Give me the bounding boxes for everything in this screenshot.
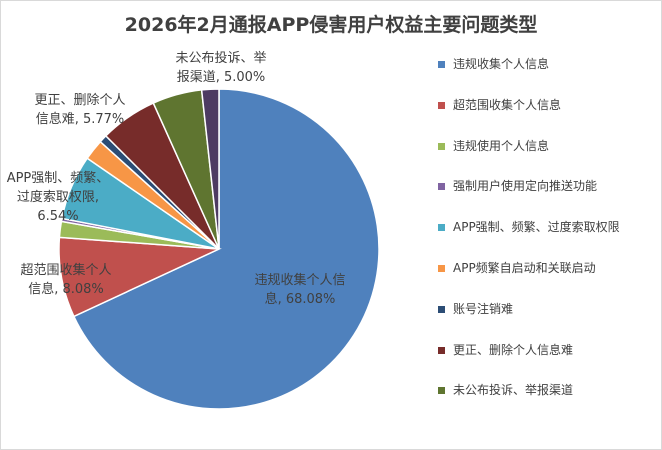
legend-swatch [438,305,445,313]
legend-swatch [438,101,445,109]
pie-slice [72,88,380,410]
legend-item: 违规收集个人信息 [438,56,653,73]
legend-item: 未公布投诉、举报渠道 [438,382,653,399]
legend-item: APP强制、频繁、过度索取权限 [438,219,653,236]
legend-swatch [438,346,445,354]
legend-item: 强制用户使用定向推送功能 [438,178,653,195]
data-label: APP强制、频繁、过度索取权限, 6.54% [7,170,110,224]
legend-item: 违规使用个人信息 [438,138,653,155]
legend-label: 账号注销难 [453,301,514,316]
data-label: 更正、删除个人信息难, 5.77% [34,93,125,127]
legend-swatch [438,183,445,191]
legend-label: 违规使用个人信息 [453,138,550,153]
data-label: 未公布投诉、举报渠道, 5.00% [175,50,266,85]
pie-slice [200,88,220,250]
legend-label: 强制用户使用定向推送功能 [453,179,598,194]
data-label: 违规收集个人信息, 68.08% [254,272,345,307]
legend-swatch [438,61,445,68]
legend-item: 账号注销难 [438,301,653,318]
legend-swatch [438,265,445,272]
chart-title: 2026年2月通报APP侵害用户权益主要问题类型 [124,14,538,36]
legend-label: 未公布投诉、举报渠道 [453,383,574,398]
legend-label: 超范围收集个人信息 [453,97,562,112]
legend-item: 更正、删除个人信息难 [438,342,653,359]
legend-label: APP频繁自启动和关联启动 [453,261,596,275]
legend-label: 违规收集个人信息 [453,57,550,71]
legend-swatch [438,224,445,232]
legend-label: APP强制、频繁、过度索取权限 [453,220,620,235]
legend-swatch [438,142,445,150]
legend-item: 超范围收集个人信息 [438,97,653,114]
legend-label: 更正、删除个人信息难 [453,342,574,357]
legend-swatch [438,387,445,395]
data-label: 超范围收集个人信息, 8.08% [20,262,111,297]
legend-item: APP频繁自启动和关联启动 [438,260,653,277]
